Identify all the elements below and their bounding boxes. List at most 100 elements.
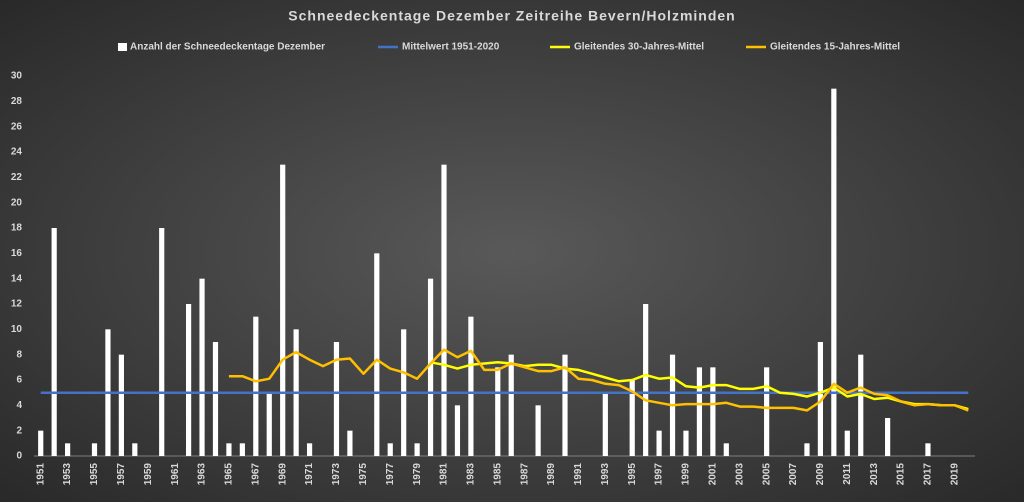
- x-tick-label: 2009: [815, 463, 826, 486]
- x-tick-label: 2017: [923, 463, 934, 486]
- y-tick-label: 16: [11, 248, 23, 259]
- x-tick-label: 1983: [466, 463, 477, 486]
- x-tick-label: 1977: [385, 463, 396, 486]
- bar: [683, 430, 689, 456]
- line-series: [228, 348, 969, 412]
- bar: [159, 228, 165, 456]
- legend-label: Gleitendes 30-Jahres-Mittel: [574, 42, 704, 53]
- x-tick-label: 1951: [35, 463, 46, 486]
- bar: [280, 164, 286, 456]
- y-tick-label: 12: [11, 299, 23, 310]
- bar: [427, 278, 434, 456]
- legend-label: Anzahl der Schneedeckentage Dezember: [130, 42, 325, 53]
- x-tick-label: 1995: [627, 463, 638, 486]
- bar: [132, 443, 138, 456]
- bar: [185, 304, 192, 456]
- bar: [118, 354, 124, 456]
- bar: [454, 405, 461, 456]
- y-tick-label: 8: [16, 349, 22, 360]
- x-tick-label: 1953: [62, 463, 73, 486]
- x-tick-label: 1971: [304, 463, 315, 486]
- y-tick-label: 4: [16, 400, 22, 411]
- x-tick-label: 2013: [869, 463, 880, 486]
- bar: [347, 430, 353, 456]
- y-tick-label: 24: [11, 147, 23, 158]
- x-tick-label: 1989: [546, 463, 557, 486]
- x-tick-label: 2003: [734, 463, 745, 486]
- bar: [562, 354, 568, 456]
- x-tick-label: 1969: [277, 463, 288, 486]
- bar: [858, 354, 864, 456]
- y-tick-label: 18: [11, 223, 23, 234]
- x-tick-label: 1993: [600, 463, 611, 486]
- x-tick-label: 1975: [358, 463, 369, 486]
- bar: [764, 367, 770, 456]
- x-tick-label: 1973: [331, 463, 342, 486]
- y-tick-label: 22: [11, 172, 23, 183]
- bar: [508, 354, 514, 456]
- bar: [710, 367, 716, 456]
- x-tick-label: 1997: [654, 463, 665, 486]
- bar: [253, 316, 259, 456]
- x-tick-label: 2015: [896, 463, 907, 486]
- bar: [91, 443, 98, 456]
- bar: [65, 443, 71, 456]
- legend-label: Mittelwert 1951-2020: [402, 42, 500, 53]
- x-tick-label: 2019: [949, 463, 960, 486]
- x-tick-label: 2001: [708, 463, 719, 486]
- bar: [441, 164, 447, 456]
- x-tick-label: 1957: [116, 463, 127, 486]
- x-tick-label: 1965: [224, 463, 235, 486]
- y-tick-label: 26: [11, 121, 23, 132]
- x-tick-label: 1979: [412, 463, 423, 486]
- bar: [817, 342, 824, 456]
- y-tick-label: 10: [11, 324, 23, 335]
- bar: [468, 316, 474, 456]
- bar: [38, 430, 44, 456]
- y-tick-label: 20: [11, 197, 23, 208]
- bar: [696, 367, 703, 456]
- x-tick-label: 1987: [519, 463, 530, 486]
- bar: [414, 443, 420, 456]
- x-tick-label: 2007: [788, 463, 799, 486]
- x-tick-label: 2011: [842, 463, 853, 485]
- y-tick-label: 14: [11, 273, 23, 284]
- y-tick-label: 28: [11, 96, 23, 107]
- bar: [535, 405, 541, 456]
- x-tick-label: 1981: [439, 463, 450, 486]
- bar: [629, 380, 635, 456]
- bar: [374, 253, 380, 456]
- bar: [226, 443, 232, 456]
- x-tick-label: 1955: [89, 463, 100, 486]
- bar: [831, 88, 837, 457]
- bar: [925, 443, 931, 456]
- bar: [199, 278, 205, 456]
- bar: [656, 430, 662, 456]
- bar: [51, 228, 57, 456]
- bar: [844, 430, 850, 456]
- x-tick-label: 1963: [197, 463, 208, 486]
- y-tick-label: 6: [16, 375, 22, 386]
- chart-title: Schneedeckentage Dezember Zeitreihe Beve…: [288, 8, 735, 24]
- bar: [333, 342, 340, 456]
- bar: [723, 443, 729, 456]
- x-tick-label: 1959: [143, 463, 154, 486]
- y-tick-label: 0: [16, 451, 22, 462]
- bar: [266, 392, 272, 456]
- y-tick-label: 2: [16, 425, 22, 436]
- bar: [643, 304, 649, 456]
- bar: [804, 443, 810, 456]
- bar: [306, 443, 313, 456]
- x-tick-label: 1999: [681, 463, 692, 486]
- legend-swatch: [118, 43, 127, 51]
- bar: [387, 443, 393, 456]
- x-tick-label: 1961: [170, 463, 181, 486]
- x-tick-label: 2005: [761, 463, 772, 486]
- bar: [602, 392, 608, 456]
- y-tick-label: 30: [11, 71, 23, 82]
- x-tick-label: 1967: [250, 463, 261, 486]
- legend-label: Gleitendes 15-Jahres-Mittel: [770, 42, 900, 53]
- x-tick-label: 1985: [492, 463, 503, 486]
- bar: [239, 443, 245, 456]
